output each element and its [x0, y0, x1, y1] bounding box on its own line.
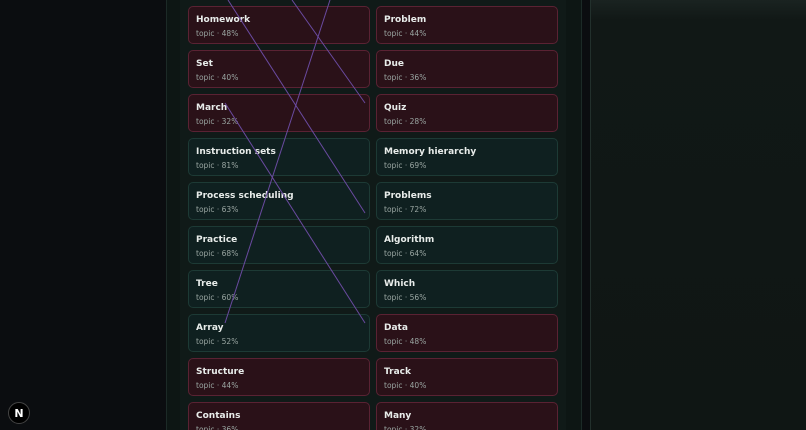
topic-card[interactable]: Instruction sets topic · 81%: [188, 138, 370, 176]
topic-card[interactable]: Which topic · 56%: [376, 270, 558, 308]
topic-card[interactable]: Tree topic · 60%: [188, 270, 370, 308]
topic-card[interactable]: Algorithm topic · 64%: [376, 226, 558, 264]
card-subtitle: topic · 36%: [384, 73, 427, 82]
topic-card[interactable]: Due topic · 36%: [376, 50, 558, 88]
side-panel: [590, 0, 806, 430]
card-subtitle: topic · 81%: [196, 161, 239, 170]
topic-card[interactable]: March topic · 32%: [188, 94, 370, 132]
card-title: Contains: [196, 411, 241, 421]
topic-card[interactable]: Array topic · 52%: [188, 314, 370, 352]
topic-card[interactable]: Problems topic · 72%: [376, 182, 558, 220]
card-title: March: [196, 103, 228, 113]
card-subtitle: topic · 28%: [384, 117, 427, 126]
card-title: Array: [196, 323, 224, 333]
topic-card[interactable]: Track topic · 40%: [376, 358, 558, 396]
card-subtitle: topic · 60%: [196, 293, 239, 302]
card-title: Memory hierarchy: [384, 147, 477, 157]
topic-card[interactable]: Many topic · 32%: [376, 402, 558, 430]
card-subtitle: topic · 32%: [384, 425, 427, 430]
card-subtitle: topic · 36%: [196, 425, 239, 430]
card-title: Problems: [384, 191, 432, 201]
card-title: Algorithm: [384, 235, 435, 245]
card-subtitle: topic · 63%: [196, 205, 239, 214]
card-title: Practice: [196, 235, 238, 245]
card-title: Due: [384, 59, 404, 69]
card-title: Homework: [196, 15, 251, 25]
topic-card[interactable]: Set topic · 40%: [188, 50, 370, 88]
card-subtitle: topic · 56%: [384, 293, 427, 302]
card-title: Set: [196, 59, 213, 69]
card-title: Which: [384, 279, 416, 289]
card-subtitle: topic · 52%: [196, 337, 239, 346]
card-subtitle: topic · 44%: [384, 29, 427, 38]
card-title: Process scheduling: [196, 191, 294, 201]
card-subtitle: topic · 68%: [196, 249, 239, 258]
card-subtitle: topic · 48%: [384, 337, 427, 346]
card-title: Quiz: [384, 103, 407, 113]
card-subtitle: topic · 44%: [196, 381, 239, 390]
card-title: Track: [384, 367, 411, 377]
card-subtitle: topic · 40%: [384, 381, 427, 390]
card-title: Many: [384, 411, 412, 421]
card-title: Instruction sets: [196, 147, 276, 157]
topic-card[interactable]: Process scheduling topic · 63%: [188, 182, 370, 220]
card-title: Structure: [196, 367, 245, 377]
card-subtitle: topic · 69%: [384, 161, 427, 170]
logo[interactable]: N: [8, 402, 30, 424]
topic-card[interactable]: Contains topic · 36%: [188, 402, 370, 430]
topic-card[interactable]: Quiz topic · 28%: [376, 94, 558, 132]
card-title: Data: [384, 323, 408, 333]
topic-card[interactable]: Problem topic · 44%: [376, 6, 558, 44]
card-subtitle: topic · 72%: [384, 205, 427, 214]
topic-card[interactable]: Practice topic · 68%: [188, 226, 370, 264]
card-subtitle: topic · 48%: [196, 29, 239, 38]
card-subtitle: topic · 32%: [196, 117, 239, 126]
card-subtitle: topic · 64%: [384, 249, 427, 258]
topic-card[interactable]: Memory hierarchy topic · 69%: [376, 138, 558, 176]
topic-card[interactable]: Structure topic · 44%: [188, 358, 370, 396]
card-subtitle: topic · 40%: [196, 73, 239, 82]
card-title: Tree: [196, 279, 218, 289]
topic-card[interactable]: Homework topic · 48%: [188, 6, 370, 44]
topic-card[interactable]: Data topic · 48%: [376, 314, 558, 352]
card-title: Problem: [384, 15, 427, 25]
